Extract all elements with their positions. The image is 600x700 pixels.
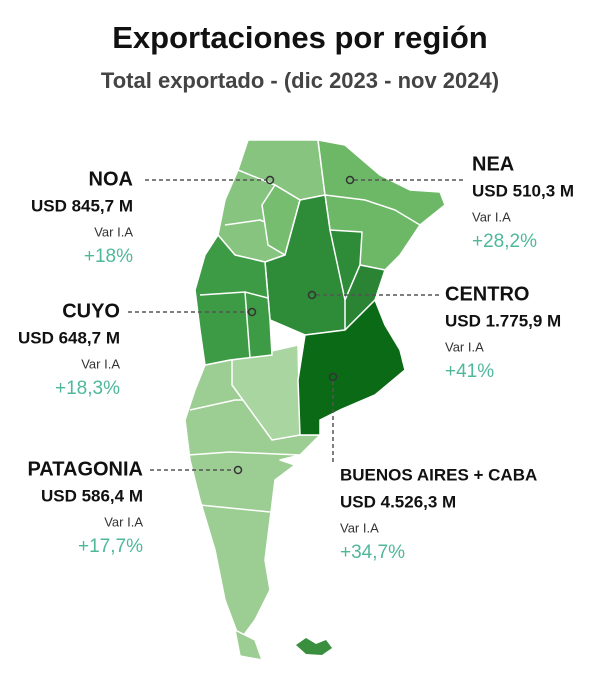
region-value: USD 4.526,3 M [340, 492, 456, 511]
location-dot [345, 175, 355, 185]
region-buenos-aires [297, 299, 406, 436]
province-border [244, 291, 251, 359]
islands [296, 638, 332, 655]
subtitle: Total exportado - (dic 2023 - nov 2024) [101, 68, 499, 93]
var-label: Var I.A [445, 339, 484, 354]
province-border [187, 451, 301, 456]
location-dot [307, 290, 317, 300]
var-label: Var I.A [104, 514, 143, 529]
region-value: USD 648,7 M [18, 328, 120, 347]
region-name: PATAGONIA [27, 458, 143, 480]
labels: NOA USD 845,7 M Var I.A +18% NEA USD 510,3 M V… [18, 153, 574, 563]
var-label: Var I.A [94, 224, 133, 239]
region-value: USD 845,7 M [31, 196, 133, 215]
region-name: CUYO [62, 300, 120, 322]
region-name: CENTRO [445, 283, 529, 305]
region-value: USD 510,3 M [472, 181, 574, 200]
region-name: BUENOS AIRES + CABA [340, 465, 537, 484]
region-value: USD 586,4 M [41, 486, 143, 505]
province [344, 264, 386, 331]
location-dot [328, 372, 338, 382]
location-dot [247, 307, 257, 317]
var-value: +18,3% [55, 378, 120, 399]
province-border [199, 504, 271, 513]
region-name: NEA [472, 153, 514, 175]
province [261, 184, 301, 256]
province [231, 344, 301, 441]
var-value: +41% [445, 361, 494, 382]
var-label: Var I.A [340, 520, 379, 535]
region-cuyo [194, 234, 273, 366]
var-label: Var I.A [81, 356, 120, 371]
location-dot [233, 465, 243, 475]
location-dot [265, 175, 275, 185]
region-name: NOA [89, 168, 133, 190]
region-value: USD 1.775,9 M [445, 311, 561, 330]
province-border [324, 194, 421, 226]
map [184, 139, 446, 661]
title: Exportaciones por región [112, 20, 488, 55]
region-tierra-del-fuego [234, 629, 263, 661]
var-value: +18% [84, 246, 133, 267]
var-value: +28,2% [472, 231, 537, 252]
var-value: +17,7% [78, 536, 143, 557]
var-label: Var I.A [472, 209, 511, 224]
var-value: +34,7% [340, 542, 405, 563]
